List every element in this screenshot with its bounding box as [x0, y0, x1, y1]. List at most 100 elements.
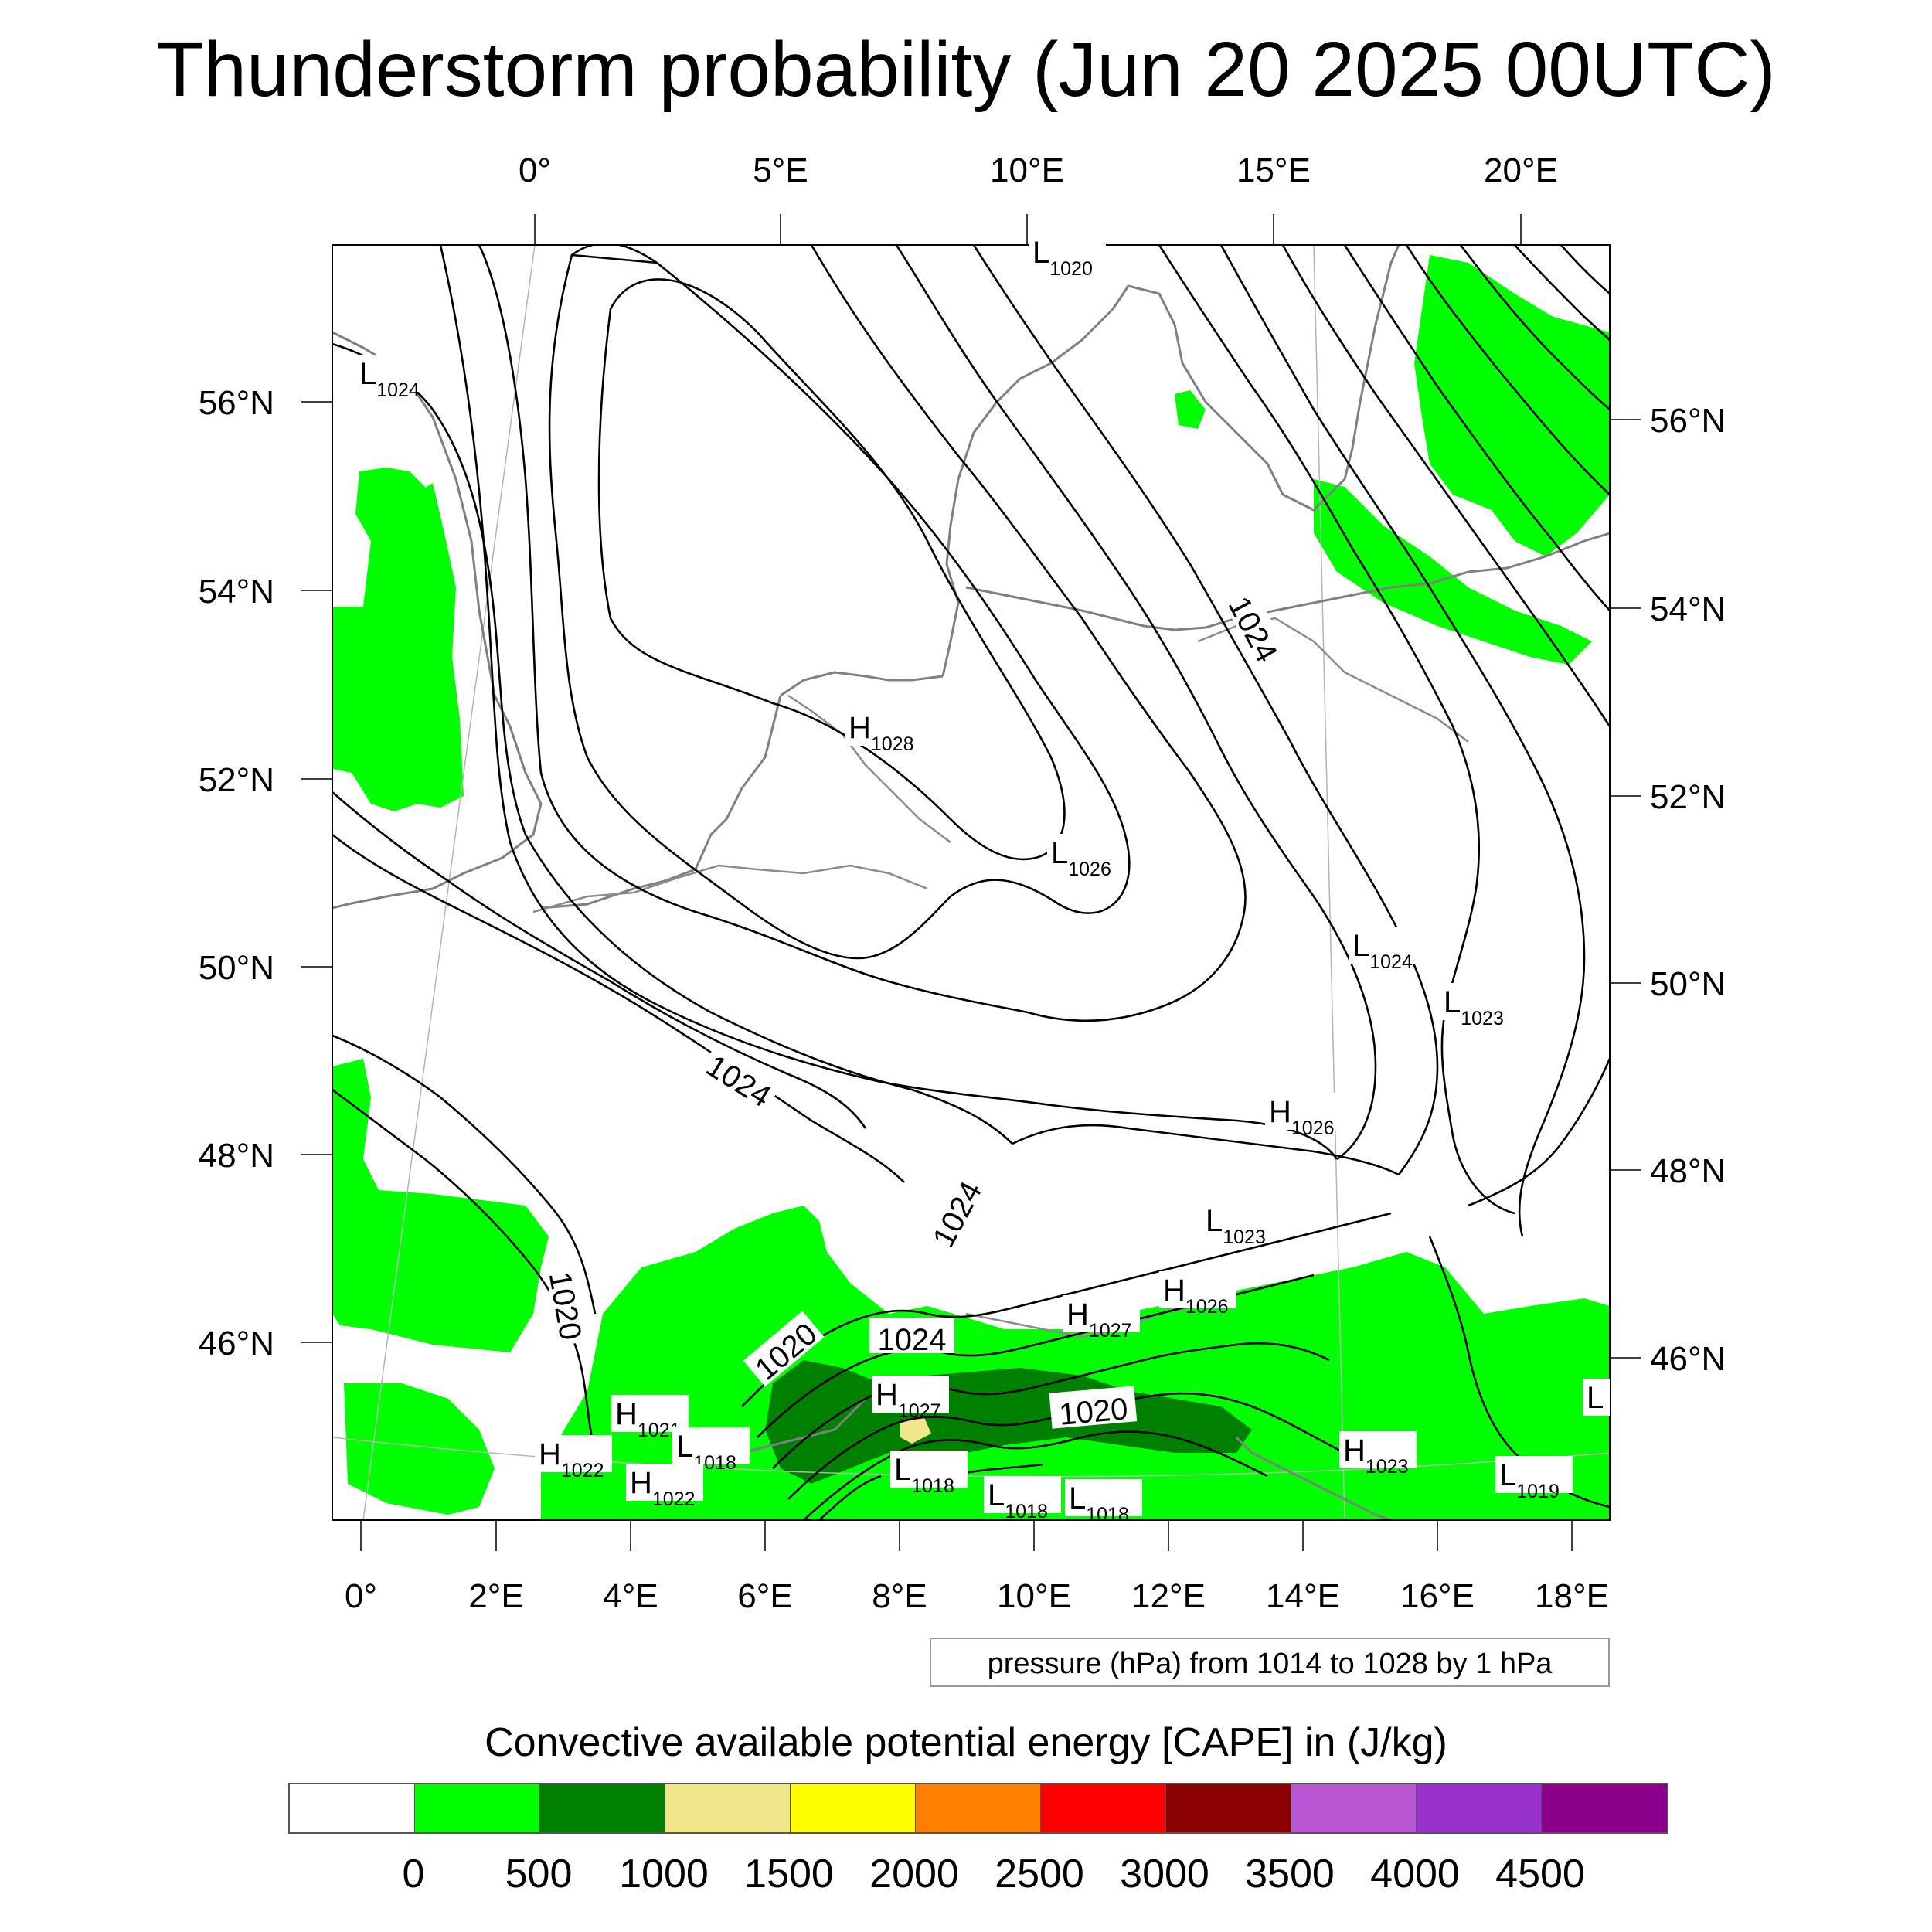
pressure-center: L1023: [1440, 983, 1517, 1029]
colorbar-swatch: [540, 1784, 665, 1832]
cape-shading: [332, 255, 1610, 1520]
cape-area-west: [332, 1059, 549, 1352]
lat-label-left: 48°N: [199, 1137, 274, 1175]
chart-title: Thunderstorm probability (Jun 20 2025 00…: [156, 26, 1776, 113]
cape-area-scotland: [355, 468, 425, 541]
pressure-center: H1022: [535, 1435, 612, 1481]
pressure-center: L1023: [1202, 1202, 1279, 1248]
isobar-1024: [332, 245, 1439, 1176]
coastline-uk: [332, 331, 543, 910]
colorbar-swatch: [916, 1784, 1041, 1832]
pressure-center: L1019: [1495, 1456, 1573, 1502]
colorbar-tick: 500: [505, 1852, 573, 1896]
isobar-1021: [332, 245, 1610, 1315]
colorbar-swatch: [415, 1784, 540, 1832]
isobar-1026: [478, 245, 1247, 1022]
lon-labels-bottom: 0° 2°E 4°E 6°E 8°E 10°E 12°E 14°E 16°E 1…: [345, 1577, 1609, 1615]
lon-label-top: 0°: [519, 151, 551, 189]
pressure-center: H1026: [1159, 1271, 1236, 1318]
lon-label-top: 15°E: [1236, 151, 1311, 189]
colorbar-swatch: [290, 1784, 415, 1832]
colorbar-tick: 4000: [1370, 1852, 1460, 1896]
colorbar-swatch: [665, 1784, 791, 1832]
pressure-center: L1018: [890, 1451, 968, 1497]
svg-text:H1023: H1023: [1343, 1434, 1409, 1478]
isobar-1028: [597, 278, 1066, 861]
coastline-sweden: [1111, 245, 1400, 512]
lon-label-bottom: 18°E: [1535, 1577, 1609, 1615]
colorbar-tick: 0: [402, 1852, 425, 1896]
lat-label-right: 52°N: [1650, 778, 1726, 816]
isobar-1019: [1405, 245, 1610, 495]
colorbar-swatch: [1542, 1784, 1667, 1832]
lon-label-bottom: 10°E: [997, 1577, 1071, 1615]
pressure-center: L1026: [1047, 834, 1124, 880]
pressure-center: H1026: [1265, 1093, 1342, 1139]
pressure-centers: L1024 L1020 H1028 L1026 L1024 L1023 H102…: [355, 233, 1610, 1526]
pressure-note: pressure (hPa) from 1014 to 1028 by 1 hP…: [930, 1638, 1610, 1687]
coastline-netherlands: [780, 671, 944, 697]
lat-label-left: 52°N: [199, 761, 274, 799]
map-frame: [332, 244, 1611, 1521]
isobars: [332, 245, 1610, 1520]
isobar-1016: [1560, 245, 1610, 294]
lon-label-top: 10°E: [990, 151, 1064, 189]
lat-labels-left: 56°N 54°N 52°N 50°N 48°N 46°N: [199, 384, 274, 1362]
isobar-1023: [332, 245, 1515, 1215]
pressure-center: L1024: [355, 355, 433, 401]
cape-area-baltic: [1314, 479, 1592, 665]
lat-label-right: 56°N: [1650, 402, 1726, 440]
lon-label-bottom: 8°E: [872, 1577, 927, 1615]
colorbar-tick: 2000: [869, 1852, 959, 1896]
svg-text:L1018: L1018: [894, 1453, 954, 1497]
svg-text:L1023: L1023: [1206, 1204, 1266, 1248]
svg-text:L1023: L1023: [1444, 985, 1504, 1029]
cape-area-poland: [1175, 390, 1206, 429]
svg-text:L1018: L1018: [988, 1478, 1048, 1522]
isobar-1025: [439, 245, 1377, 1161]
svg-text:L1018: L1018: [676, 1430, 736, 1474]
lat-label-left: 50°N: [199, 949, 274, 987]
pressure-center: L1018: [984, 1476, 1061, 1522]
tick-marks: [301, 214, 1641, 1551]
pressure-center: L1020: [1029, 233, 1106, 280]
lat-label-right: 46°N: [1650, 1340, 1726, 1378]
isobar-alps-3: [772, 1342, 1330, 1469]
isobar-1018: [1459, 245, 1610, 410]
pressure-center: H1028: [845, 709, 922, 755]
colorbar-tick: 2500: [995, 1852, 1084, 1896]
pressure-center: H1022: [626, 1464, 703, 1510]
lon-label-bottom: 4°E: [603, 1577, 658, 1615]
pressure-center: H1027: [872, 1376, 949, 1422]
lon-label-top: 20°E: [1484, 151, 1558, 189]
isobar-1020: [332, 245, 1610, 1454]
lon-label-bottom: 2°E: [468, 1577, 523, 1615]
isobar-alps-5: [803, 1430, 1268, 1520]
pressure-center: H1023: [1339, 1431, 1417, 1478]
colorbar-swatch: [1291, 1784, 1417, 1832]
isobar-1027: [548, 245, 1131, 960]
svg-text:H1022: H1022: [539, 1437, 604, 1481]
cape-area-northeast: [1414, 255, 1610, 556]
lon-label-bottom: 14°E: [1266, 1577, 1340, 1615]
svg-text:H1027: H1027: [876, 1378, 941, 1422]
cape-area-northwest: [332, 483, 464, 811]
svg-text:H1027: H1027: [1066, 1298, 1132, 1342]
colorbar-swatch: [1417, 1784, 1542, 1832]
colorbar-tick: 1500: [744, 1852, 834, 1896]
lon-label-bottom: 0°: [345, 1577, 377, 1615]
lat-label-left: 46°N: [199, 1325, 274, 1362]
pressure-center: H1027: [1063, 1295, 1140, 1342]
isobar-1017: [1514, 245, 1610, 341]
svg-text:L1024: L1024: [359, 357, 420, 401]
coastline-adriatic: [1235, 1436, 1392, 1520]
cape-area-south-west: [344, 1383, 495, 1515]
pressure-center: L: [1583, 1379, 1610, 1416]
isobar-east-2: [1468, 1058, 1610, 1207]
lon-label-bottom: 6°E: [737, 1577, 792, 1615]
lon-label-bottom: 12°E: [1131, 1577, 1206, 1615]
colorbar-swatch: [1041, 1784, 1166, 1832]
colorbar-tick: 4500: [1495, 1852, 1585, 1896]
lat-label-right: 54°N: [1650, 590, 1726, 628]
